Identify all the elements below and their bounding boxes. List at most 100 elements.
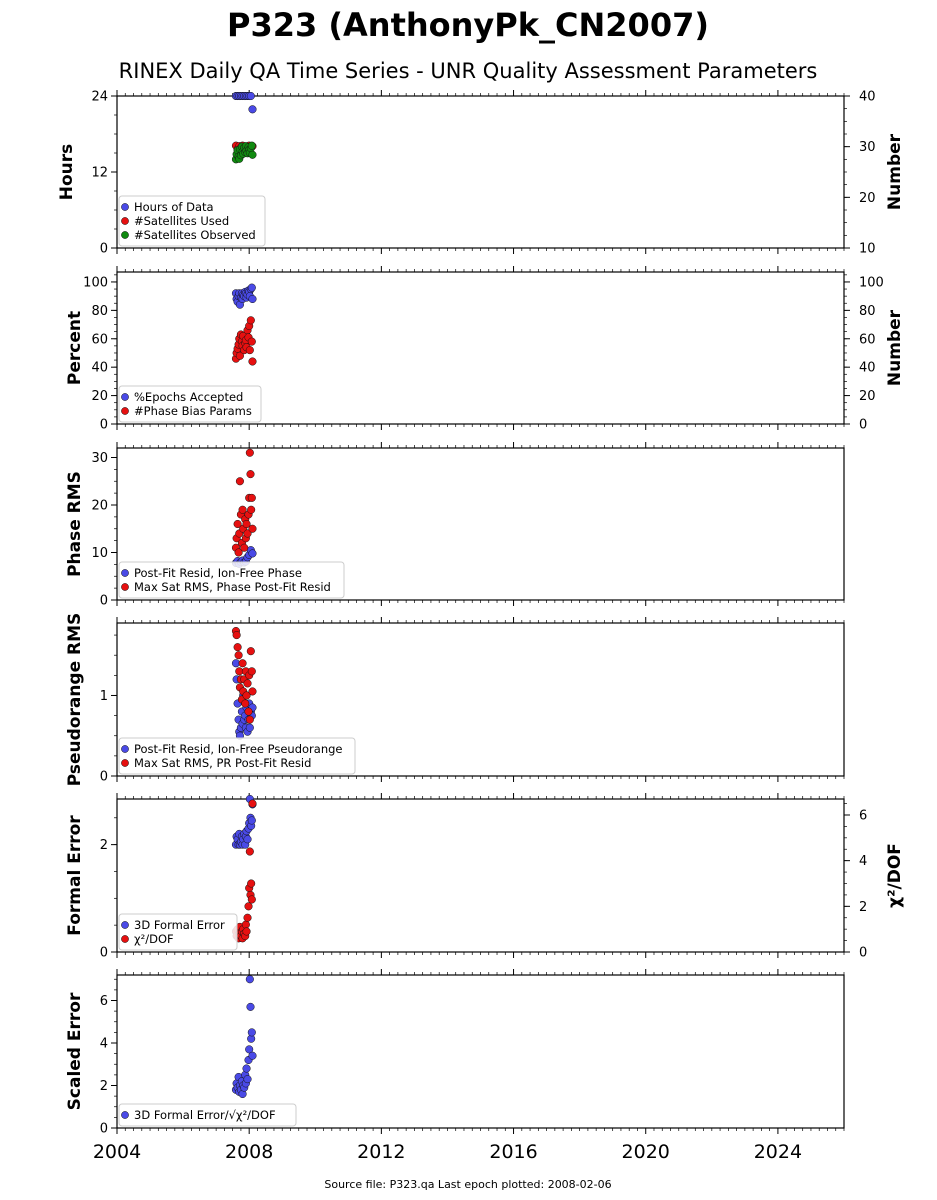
data-point-red (234, 651, 243, 660)
panel-4: 0 1 Pseudorange RMS Post-Fit Resid, Ion-Fre… (65, 613, 845, 787)
y-axis-label: Percent (65, 311, 85, 385)
data-point-red (243, 913, 252, 922)
data-point-red (248, 799, 257, 808)
y-tick-label: 2 (100, 1079, 108, 1094)
legend-label: Max Sat RMS, Phase Post-Fit Resid (134, 580, 331, 594)
data-points (231, 448, 257, 568)
data-point-red (244, 902, 253, 911)
data-point-blue (248, 549, 257, 558)
data-point-blue (242, 1064, 251, 1073)
data-point-red (248, 524, 257, 533)
legend-label: #Phase Bias Params (134, 404, 252, 418)
y2-tick-label: 30 (859, 140, 876, 155)
data-point-blue (245, 1045, 254, 1054)
data-point-red (238, 505, 247, 514)
data-point-blue (248, 294, 257, 304)
legend: Hours of Data#Satellites Used#Satellites… (118, 195, 266, 247)
y-tick-label: 24 (91, 90, 108, 105)
data-point-red (235, 351, 244, 360)
data-point-blue (248, 1051, 257, 1060)
y-tick-label: 0 (100, 594, 108, 609)
legend: 3D Formal Error/√χ²/DOF (118, 1103, 297, 1127)
y-tick-label: 40 (91, 361, 108, 376)
data-point-green (248, 150, 257, 159)
legend-marker (121, 759, 129, 767)
data-points (231, 627, 257, 740)
data-point-red (248, 687, 257, 696)
legend-label: Hours of Data (134, 200, 214, 214)
y-tick-label: 0 (100, 242, 108, 257)
legend-label: %Epochs Accepted (134, 390, 243, 404)
legend-label: χ²/DOF (134, 932, 174, 946)
legend-box (118, 1103, 297, 1127)
y-tick-label: 10 (91, 546, 108, 561)
data-point-red (244, 707, 253, 716)
y2-tick-label: 6 (859, 808, 867, 823)
legend-label: 3D Formal Error/√χ²/DOF (134, 1108, 276, 1122)
y-tick-label: 2 (100, 838, 108, 853)
data-point-red (247, 337, 256, 346)
data-point-blue (247, 1028, 256, 1037)
x-tick-label: 2012 (357, 1141, 405, 1163)
data-point-red (246, 316, 255, 325)
y2-tick-label: 80 (859, 304, 876, 319)
y2-tick-label: 60 (859, 332, 876, 347)
panel-2: 0 20 40 60 80 100 0 20 40 60 80 100 Number Percent %Ep… (65, 266, 905, 433)
legend-box (118, 561, 345, 599)
data-point-red (247, 505, 256, 514)
y2-tick-label: 100 (859, 275, 884, 290)
legend-label: 3D Formal Error (134, 918, 225, 932)
data-points (231, 92, 257, 164)
legend-label: Post-Fit Resid, Ion-Free Phase (134, 566, 302, 580)
data-point-red (242, 927, 251, 936)
y-axis-label: Pseudorange RMS (65, 613, 85, 787)
legend-box (118, 913, 238, 951)
data-points (231, 795, 257, 943)
data-point-red (232, 631, 241, 640)
legend-marker (121, 1111, 129, 1119)
y-tick-label: 1 (100, 689, 108, 704)
data-point-blue (245, 975, 254, 984)
x-tick-label: 2004 (93, 1141, 141, 1163)
y-tick-label: 0 (100, 946, 108, 961)
data-point-green (247, 141, 256, 150)
data-point-red (245, 448, 254, 457)
y-axis-label: Hours (57, 144, 77, 201)
data-point-red (246, 647, 255, 656)
y-tick-label: 12 (91, 166, 108, 181)
source-footer: Source file: P323.qa Last epoch plotted:… (324, 1178, 611, 1191)
y-tick-label: 6 (100, 994, 108, 1009)
data-point-blue (246, 92, 255, 101)
legend-marker (121, 583, 129, 591)
y2-axis-label: Number (885, 133, 905, 210)
y-tick-label: 0 (100, 770, 108, 785)
x-tick-label: 2024 (754, 1141, 802, 1163)
data-point-blue (243, 1075, 252, 1084)
y2-axis-label: Number (885, 309, 905, 386)
data-point-red (245, 346, 254, 355)
data-point-red (246, 470, 255, 479)
x-tick-label: 2016 (489, 1141, 537, 1163)
legend-label: #Satellites Observed (134, 228, 256, 242)
legend-marker (121, 231, 129, 239)
data-point-red (248, 357, 257, 366)
y2-tick-label: 0 (859, 418, 867, 433)
data-point-blue (248, 105, 257, 114)
legend: %Epochs Accepted#Phase Bias Params (118, 385, 262, 423)
y-tick-label: 80 (91, 304, 108, 319)
legend-box (118, 385, 262, 423)
data-point-red (243, 529, 252, 538)
data-point-red (247, 667, 256, 676)
x-tick-label: 2020 (622, 1141, 670, 1163)
legend-marker (121, 935, 129, 943)
data-point-red (247, 493, 256, 502)
y-axis-label: Phase RMS (65, 471, 85, 577)
data-point-blue (247, 283, 256, 292)
data-point-red (238, 659, 247, 668)
data-point-blue (246, 1002, 255, 1011)
y-tick-label: 4 (100, 1037, 108, 1052)
y2-tick-label: 2 (859, 900, 867, 915)
